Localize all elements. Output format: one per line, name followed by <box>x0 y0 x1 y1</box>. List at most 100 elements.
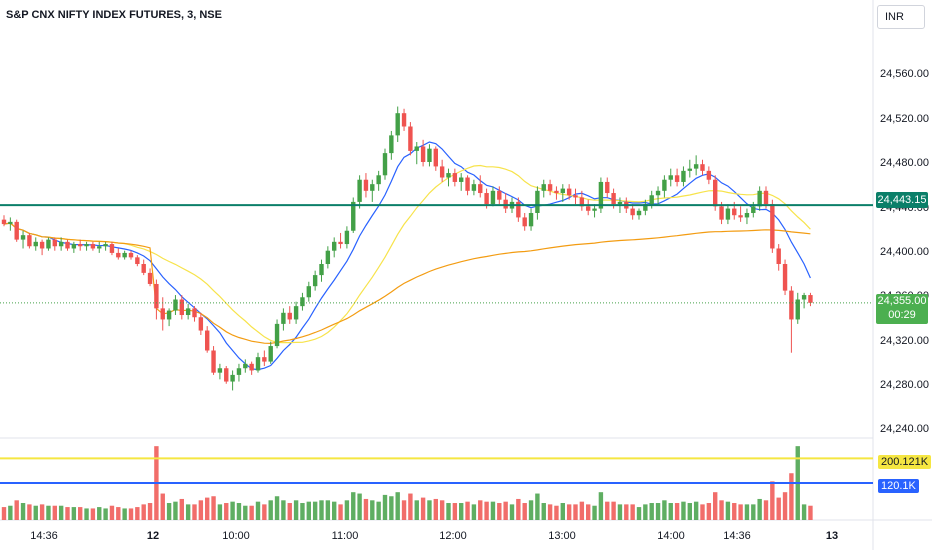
volume-bar <box>617 504 623 520</box>
candle-body <box>744 212 750 218</box>
candle-body <box>141 264 146 273</box>
volume-bar <box>300 503 305 520</box>
volume-bar <box>357 493 362 520</box>
candle-body <box>135 257 140 265</box>
volume-bar <box>255 501 261 520</box>
volume-bar <box>535 493 540 520</box>
candle-body <box>592 208 597 211</box>
candle-body <box>97 246 102 249</box>
candle-body <box>795 299 800 320</box>
candle-body <box>224 368 229 382</box>
candle-body <box>732 208 737 216</box>
volume-bar <box>662 500 667 520</box>
candle-body <box>192 308 197 318</box>
candle-body <box>179 299 184 316</box>
volume-bar <box>211 496 216 520</box>
volume-bar <box>90 508 96 520</box>
volume-bar <box>490 501 496 520</box>
volume-bar <box>122 508 127 520</box>
candle-body <box>71 244 77 249</box>
candle-body <box>255 357 261 371</box>
currency-button[interactable]: INR <box>877 5 925 29</box>
volume-bar <box>46 505 51 520</box>
volume-bar <box>725 501 731 520</box>
moving-average-lines <box>3 141 811 371</box>
volume-bar <box>370 500 375 520</box>
candle-body <box>674 175 680 182</box>
volume-bar <box>395 492 400 520</box>
volume-bar <box>713 492 718 520</box>
volume-bar <box>78 507 83 520</box>
candle-body <box>484 193 489 205</box>
volume-bar <box>27 504 32 520</box>
candle-body <box>446 173 451 178</box>
volume-bar <box>427 500 432 520</box>
candle-body <box>693 164 699 169</box>
candle-body <box>528 212 534 227</box>
level-price-badge: 24,443.15 <box>876 192 928 208</box>
volume-bar <box>166 503 172 520</box>
level-lines <box>0 204 873 304</box>
candle-body <box>312 275 318 287</box>
volume-bar <box>84 508 89 520</box>
volume-bar <box>281 500 286 520</box>
volume-bar <box>719 500 724 520</box>
candle-body <box>33 241 38 247</box>
candle-body <box>395 113 400 136</box>
candle-body <box>516 201 521 218</box>
volume-bar <box>560 503 565 520</box>
volume-bar <box>249 505 254 520</box>
candle-body <box>338 241 343 245</box>
volume-bar <box>649 503 654 520</box>
time-tick-label: 11:00 <box>331 530 359 542</box>
volume-bar <box>274 496 280 520</box>
volume-bar <box>293 500 299 520</box>
volume-bar <box>433 498 438 520</box>
volume-bar <box>408 493 413 520</box>
candle-body <box>363 179 369 191</box>
candle-body <box>598 181 604 209</box>
candle-body <box>351 201 356 231</box>
volume-bar <box>382 494 388 520</box>
candle-body <box>420 146 426 162</box>
volume-bar <box>687 503 692 520</box>
fast-ma-line <box>3 141 811 371</box>
volume-bar <box>128 508 134 520</box>
volume-bar <box>401 500 407 520</box>
candle-body <box>490 190 496 205</box>
candle-body <box>39 241 45 249</box>
candle-body <box>414 146 419 151</box>
volume-bar <box>579 501 585 520</box>
candle-body <box>332 241 337 251</box>
candle-body <box>713 179 718 207</box>
volume-bar <box>230 501 235 520</box>
volume-bar <box>554 505 559 520</box>
volume-bar <box>344 500 350 520</box>
price-tick-label: 24,320.00 <box>880 334 929 347</box>
time-tick-label: 12:00 <box>439 530 467 542</box>
volume-bar <box>598 492 604 520</box>
candle-body <box>185 308 191 316</box>
candle-body <box>662 179 667 191</box>
candle-body <box>281 312 286 324</box>
volume-bar <box>630 504 635 520</box>
volume-bar <box>452 503 458 520</box>
volume-bar <box>789 473 794 520</box>
volume-bar <box>389 496 394 520</box>
volume-bar <box>439 500 445 520</box>
volume-bar <box>319 500 324 520</box>
volume-bar <box>700 504 705 520</box>
candle-body <box>268 346 273 362</box>
candle-body <box>78 244 83 247</box>
candle-body <box>274 323 280 347</box>
price-tick-label: 24,400.00 <box>880 245 929 258</box>
volume-bar <box>478 500 483 520</box>
candle-body <box>243 363 248 369</box>
candle-body <box>325 250 331 265</box>
price-tick-label: 24,560.00 <box>880 68 929 81</box>
candle-body <box>700 164 705 171</box>
volume-bar <box>782 492 788 520</box>
volume-bar <box>497 503 502 520</box>
volume-bar <box>147 503 153 520</box>
